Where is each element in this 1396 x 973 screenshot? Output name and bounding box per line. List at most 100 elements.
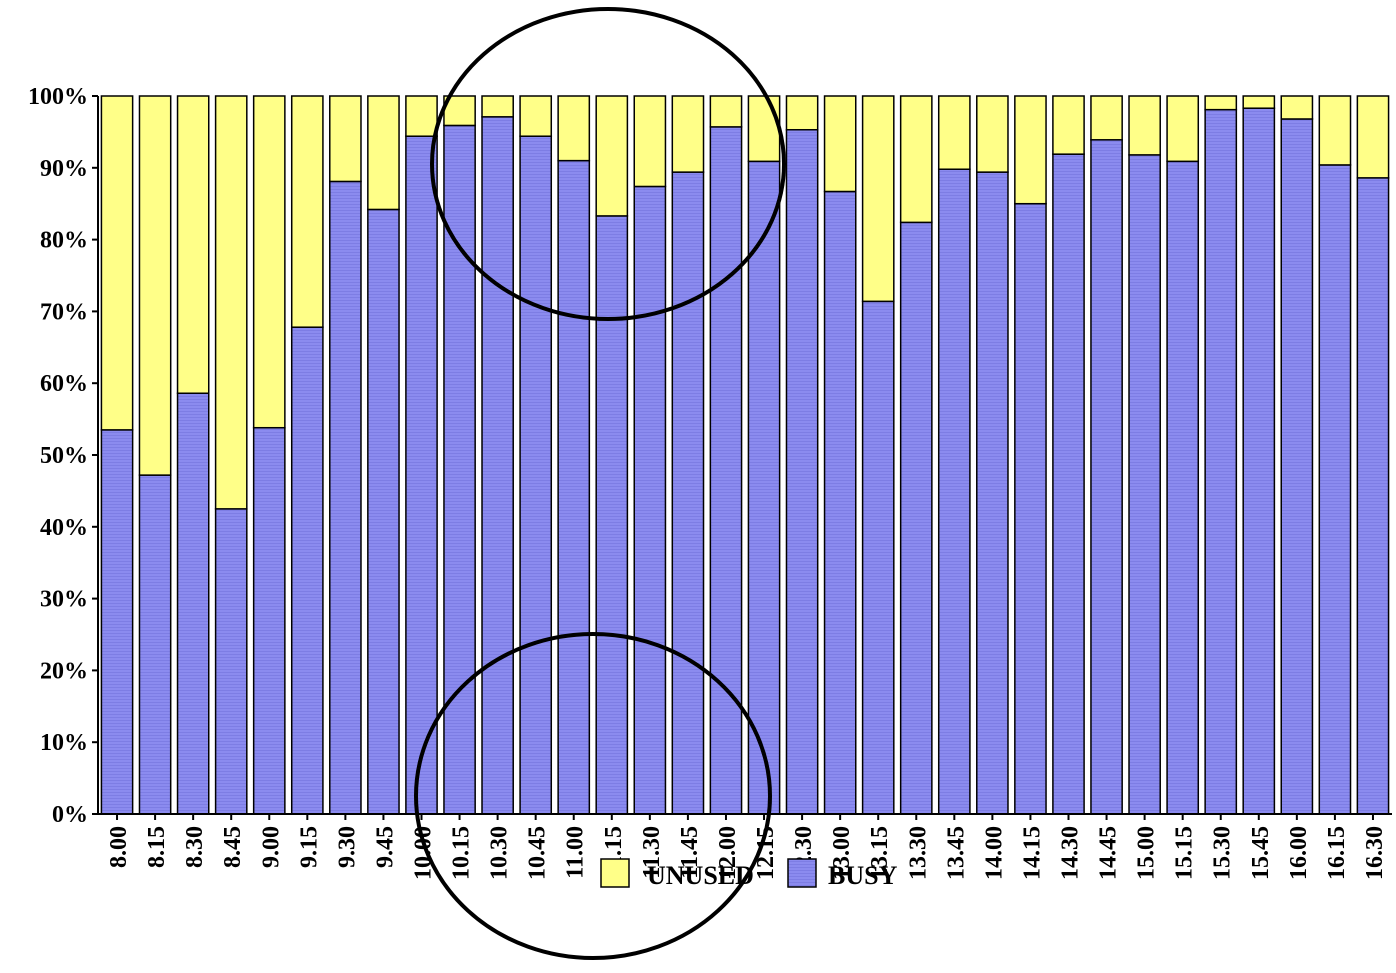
x-tick-label: 12.00	[715, 826, 741, 880]
y-tick-label: 90%	[40, 156, 88, 182]
bar-unused	[1166, 95, 1200, 163]
bar-busy	[747, 160, 781, 815]
x-tick-label: 9.00	[258, 826, 284, 868]
y-tick-label: 20%	[40, 658, 88, 684]
bar-unused	[405, 95, 438, 137]
bar-unused	[937, 95, 971, 170]
bar-busy	[633, 185, 667, 815]
x-tick-label: 16.00	[1286, 826, 1312, 880]
y-tick-label: 10%	[40, 730, 88, 756]
bar-busy	[1356, 177, 1390, 815]
x-tick-label: 8.45	[220, 826, 246, 868]
bar-unused	[709, 95, 743, 128]
x-tick-label: 11.00	[563, 826, 589, 879]
bar-unused	[1204, 95, 1238, 111]
x-tick-label: 16.30	[1362, 826, 1388, 880]
legend-swatch	[600, 858, 630, 888]
bar-busy	[861, 300, 895, 815]
bar-unused	[1356, 95, 1390, 179]
bar-busy	[405, 135, 438, 815]
bar-unused	[976, 95, 1009, 173]
x-tick-label: 9.15	[296, 826, 322, 868]
bar-busy	[252, 426, 286, 815]
annotations	[414, 7, 786, 960]
bar-unused	[329, 95, 362, 183]
y-axis: 0% 10% 20% 30% 40% 50% 60% 70% 80% 90% 100%	[28, 84, 99, 828]
x-tick-label: 16.15	[1324, 826, 1350, 880]
bar-unused	[1090, 95, 1123, 141]
y-tick-label: 40%	[40, 515, 88, 541]
bars	[100, 95, 1390, 815]
y-tick-label: 70%	[40, 299, 88, 325]
bar-unused	[138, 95, 172, 476]
x-tick-label: 10.15	[449, 826, 475, 880]
y-tick-label: 50%	[40, 443, 88, 469]
x-tick-label: 10.45	[525, 826, 551, 880]
bar-busy	[1166, 160, 1200, 815]
y-tick-label: 60%	[40, 371, 88, 397]
bar-unused	[747, 95, 781, 163]
bar-busy	[785, 128, 819, 815]
bar-busy	[823, 190, 857, 815]
bar-busy	[595, 215, 629, 815]
x-tick-label: 10.30	[487, 826, 513, 880]
x-tick-label: 13.00	[829, 826, 855, 880]
x-tick-label: 13.15	[867, 826, 893, 880]
bar-busy	[1280, 118, 1314, 815]
bar-busy	[290, 326, 324, 815]
legend-swatch	[787, 858, 817, 888]
x-tick-label: 11.30	[639, 826, 665, 879]
x-tick-label: 11.45	[677, 826, 703, 879]
x-tick-label: 8.00	[106, 826, 132, 868]
x-tick-label: 14.45	[1096, 826, 1122, 880]
bar-busy	[100, 429, 134, 815]
bar-unused	[785, 95, 819, 131]
bar-unused	[1052, 95, 1085, 155]
bar-busy	[1128, 154, 1161, 815]
x-tick-label: 14.15	[1019, 826, 1045, 880]
bar-unused	[861, 95, 895, 303]
y-tick-label: 0%	[52, 802, 88, 828]
x-tick-label: 9.30	[334, 826, 360, 868]
bar-busy	[899, 221, 933, 815]
x-tick-label: 15.00	[1134, 826, 1160, 880]
bar-unused	[1014, 95, 1047, 205]
bar-busy	[1318, 164, 1352, 815]
legend: UNUSED BUSY	[600, 858, 898, 890]
bar-busy	[1242, 107, 1276, 815]
bar-busy	[1014, 202, 1047, 815]
bar-busy	[557, 159, 591, 815]
y-tick-label: 80%	[40, 228, 88, 254]
bar-unused	[214, 95, 248, 510]
x-tick-label: 13.30	[905, 826, 931, 880]
bar-busy	[329, 180, 362, 815]
bar-unused	[252, 95, 286, 429]
bar-busy	[671, 171, 705, 815]
bar-unused	[595, 95, 629, 217]
bar-busy	[1090, 139, 1123, 815]
y-tick-label: 100%	[28, 84, 88, 110]
bar-busy	[214, 508, 248, 815]
bar-unused	[671, 95, 705, 173]
bar-unused	[899, 95, 933, 224]
bar-busy	[1204, 108, 1238, 815]
bar-unused	[481, 95, 514, 118]
bar-busy	[138, 474, 172, 815]
bar-unused	[519, 95, 553, 137]
bar-unused	[823, 95, 857, 193]
annotation-ellipse-bottom	[414, 632, 772, 960]
bar-unused	[1128, 95, 1161, 156]
bar-busy	[937, 168, 971, 815]
x-tick-label: 9.45	[372, 826, 398, 868]
x-tick-label: 15.45	[1248, 826, 1274, 880]
legend-label: UNUSED	[647, 861, 754, 890]
legend-label: BUSY	[828, 861, 898, 890]
bar-busy	[176, 392, 210, 815]
x-tick-label: 10.00	[411, 826, 437, 880]
bar-busy	[1052, 153, 1085, 815]
bar-busy	[976, 171, 1009, 815]
x-tick-label: 15.15	[1172, 826, 1198, 880]
bar-unused	[1242, 95, 1276, 109]
x-tick-label: 15.30	[1210, 826, 1236, 880]
